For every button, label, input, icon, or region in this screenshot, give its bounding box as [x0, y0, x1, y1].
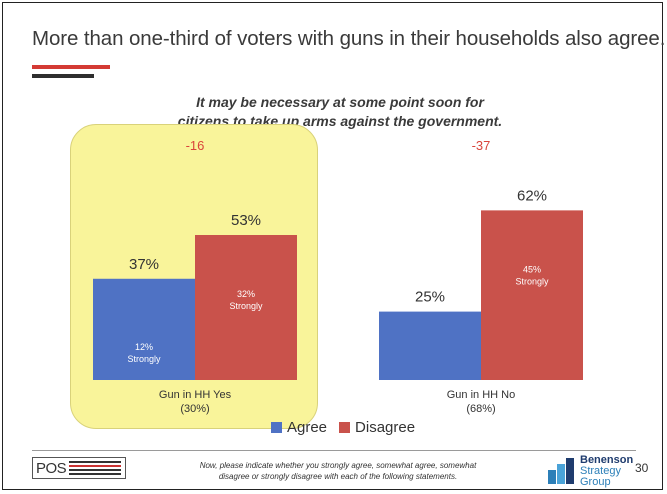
bar-agree-1: [93, 278, 195, 380]
legend-swatch-agree: [271, 422, 282, 433]
legend-swatch-disagree: [339, 422, 351, 433]
footnote-line-2: disagree or strongly disagree with each …: [218, 472, 458, 481]
pos-logo-stripes: [69, 461, 121, 475]
inner-label-disagree-1: 32% Strongly: [229, 289, 263, 311]
bsg-logo-line-1: Benenson: [580, 454, 634, 466]
bsg-logo-mark: [548, 458, 574, 484]
accent-bar-dark: [32, 74, 94, 78]
value-label-disagree-2: 62%: [517, 187, 547, 204]
pos-logo-text: POS: [36, 459, 67, 477]
legend-item-agree: Agree: [271, 419, 327, 436]
footnote-line-1: Now, please indicate whether you strongl…: [199, 461, 477, 470]
page-number: 30: [635, 461, 649, 475]
slide-headline: More than one-third of voters with guns …: [32, 27, 666, 50]
net-label-1: -16: [186, 138, 205, 153]
category-label-1: Gun in HH Yes: [159, 389, 232, 401]
legend-label-agree: Agree: [287, 419, 328, 436]
accent-bar-red: [32, 65, 110, 69]
category-sublabel-2: (68%): [466, 403, 495, 415]
bsg-logo-line-2: Strategy: [580, 465, 621, 477]
value-label-agree-1: 37%: [129, 256, 159, 273]
footer-divider: [32, 450, 636, 451]
inner-label-disagree-2: 45% Strongly: [515, 264, 549, 286]
footnote: Now, please indicate whether you strongl…: [168, 460, 508, 482]
pos-logo: POS: [32, 457, 126, 479]
bar-agree-2: [379, 311, 481, 380]
bsg-logo-line-3: Group: [580, 476, 611, 488]
chart-legend: Agree Disagree: [271, 419, 415, 436]
category-sublabel-1: (30%): [180, 403, 209, 415]
legend-item-disagree: Disagree: [339, 419, 415, 436]
bar-disagree-1: [195, 235, 297, 380]
value-label-agree-2: 25%: [415, 289, 445, 306]
question-line-1: It may be necessary at some point soon f…: [196, 94, 484, 110]
legend-label-disagree: Disagree: [355, 419, 416, 436]
inner-label-agree-1: 12% Strongly: [127, 342, 161, 364]
net-label-2: -37: [472, 138, 491, 153]
bar-disagree-2: [481, 210, 583, 380]
bsg-logo-text: Benenson Strategy Group: [580, 455, 633, 488]
value-label-disagree-1: 53%: [231, 212, 261, 229]
category-label-2: Gun in HH No: [447, 389, 515, 401]
